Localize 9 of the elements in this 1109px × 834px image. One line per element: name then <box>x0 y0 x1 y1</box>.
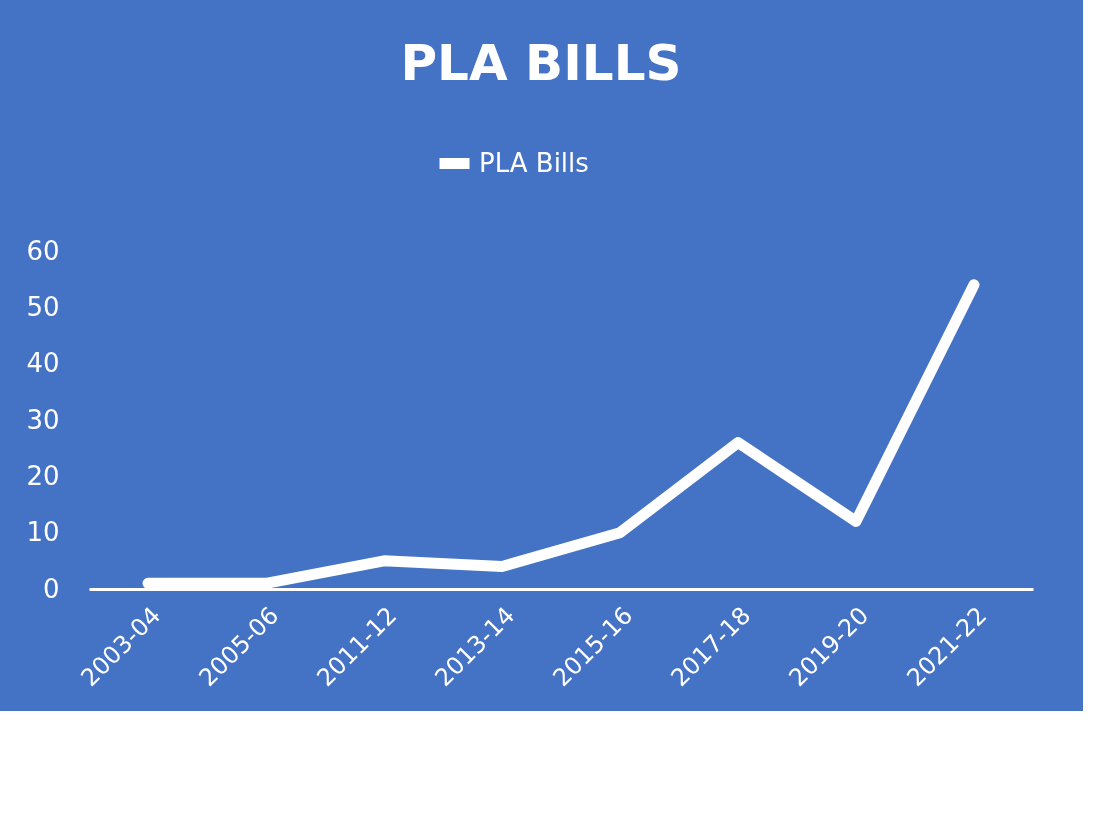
y-tick-label: 0 <box>42 573 60 604</box>
y-tick-label: 40 <box>26 348 60 379</box>
y-tick-label: 60 <box>26 235 60 266</box>
y-tick-label: 20 <box>26 460 60 491</box>
y-tick-label: 10 <box>26 517 60 548</box>
y-tick-label: 50 <box>26 291 60 322</box>
legend-label: PLA Bills <box>479 147 589 178</box>
chart-title: PLA BILLS <box>400 34 682 92</box>
y-tick-label: 30 <box>26 404 60 435</box>
